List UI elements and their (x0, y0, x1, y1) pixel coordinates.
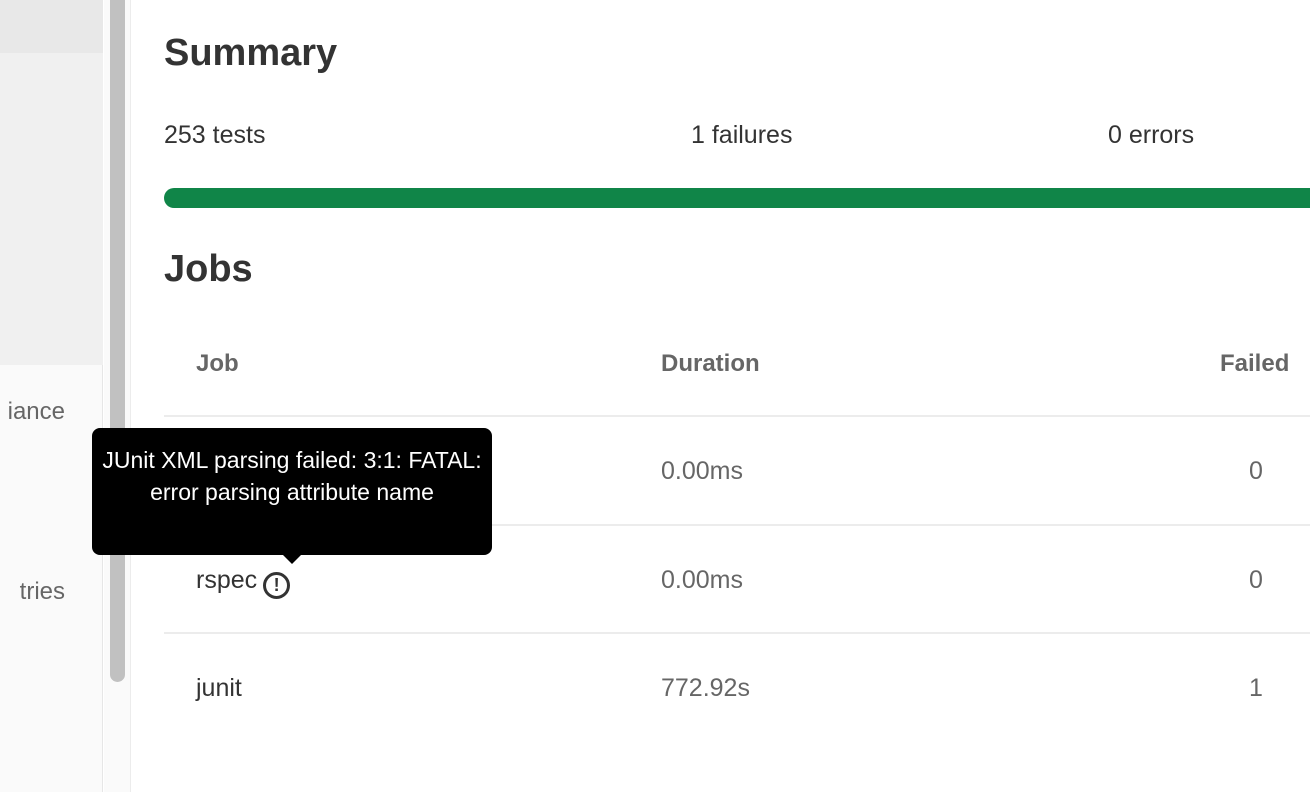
sidebar: iance tries (0, 0, 103, 792)
sidebar-header (0, 0, 103, 53)
jobs-title: Jobs (164, 248, 253, 290)
tests-count: 253 tests (164, 121, 266, 149)
warning-circle-icon[interactable]: ! (263, 572, 291, 599)
table-row[interactable]: 0.00ms 0 (164, 415, 1310, 523)
job-name[interactable]: rspec (196, 566, 258, 594)
job-duration: 772.92s (661, 674, 750, 702)
sidebar-item-compliance[interactable]: iance (7, 398, 65, 425)
column-header-job[interactable]: Job (196, 350, 239, 377)
errors-count: 0 errors (1108, 121, 1195, 149)
summary-title: Summary (164, 32, 338, 74)
sidebar-scrollbar[interactable] (104, 0, 131, 792)
sidebar-item-registries[interactable]: tries (19, 578, 65, 605)
job-failed: 0 (1249, 457, 1263, 485)
error-tooltip: JUnit XML parsing failed: 3:1: FATAL: er… (92, 428, 492, 564)
failures-count: 1 failures (691, 121, 793, 149)
scrollbar-thumb[interactable] (110, 0, 125, 682)
success-progress-bar (164, 188, 1310, 208)
job-failed: 1 (1249, 674, 1263, 702)
column-header-failed[interactable]: Failed (1220, 350, 1290, 377)
sidebar-active-section (0, 53, 103, 365)
job-name[interactable]: junit (196, 674, 242, 702)
column-header-duration[interactable]: Duration (661, 350, 760, 377)
job-duration: 0.00ms (661, 457, 743, 485)
job-duration: 0.00ms (661, 566, 743, 594)
job-failed: 0 (1249, 566, 1263, 594)
table-row[interactable]: rspec! 0.00ms 0 (164, 524, 1310, 632)
table-row[interactable]: junit 772.92s 1 (164, 632, 1310, 740)
